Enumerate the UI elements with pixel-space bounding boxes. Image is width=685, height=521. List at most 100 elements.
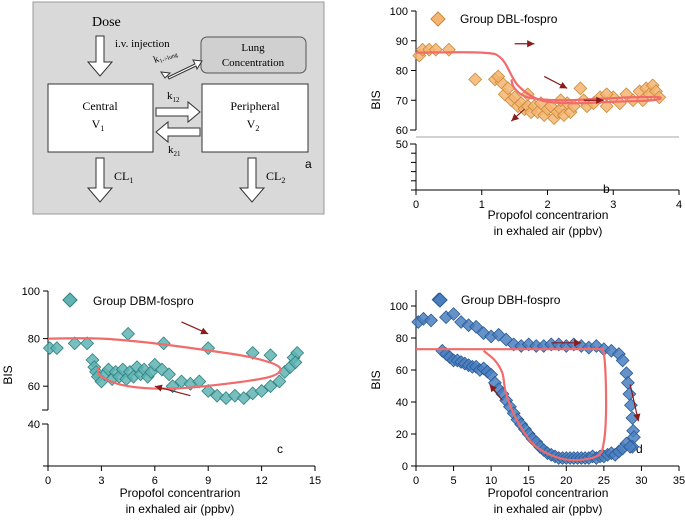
cl2-label: CL2 bbox=[266, 169, 285, 185]
panel-b-legend: Group DBL-fospro bbox=[460, 12, 558, 26]
panel-d-xtick-label: 25 bbox=[598, 475, 610, 487]
panel-c-xtick-label: 9 bbox=[205, 475, 211, 487]
panel-c-point bbox=[290, 345, 305, 360]
iv-injection-label: i.v. injection bbox=[115, 38, 170, 50]
panel-c-ylabel: BIS bbox=[1, 365, 15, 384]
k12-label: k12 bbox=[167, 90, 180, 104]
panel-b-lower-yticks: 01020304050 bbox=[396, 139, 416, 191]
panel-a-letter: a bbox=[305, 157, 312, 171]
panel-b-point bbox=[468, 72, 483, 87]
panel-d-point bbox=[544, 337, 559, 352]
panel-c-point bbox=[49, 341, 64, 356]
panel-b-point bbox=[501, 81, 515, 96]
panel-b-ytick-label: 60 bbox=[396, 125, 408, 137]
panel-d-ytick-label: 0 bbox=[402, 461, 408, 473]
panel-b-ytick-label: 80 bbox=[396, 66, 408, 78]
cl1-arrow-icon bbox=[86, 157, 114, 203]
panel-b-point bbox=[441, 42, 456, 57]
panel-b-ytick-label: 100 bbox=[390, 6, 408, 18]
panel-b-xtick-label: 1 bbox=[479, 199, 485, 211]
panel-c-letter: c bbox=[277, 442, 283, 456]
panel-d-ytick-label: 80 bbox=[396, 333, 408, 345]
panel-c-ytick-label: 60 bbox=[28, 381, 40, 393]
panel-c-point bbox=[236, 391, 251, 406]
panel-c-arrows bbox=[154, 321, 209, 397]
panel-b-point bbox=[573, 81, 588, 96]
panel-c-xtick-label: 0 bbox=[45, 475, 51, 487]
panel-c-point bbox=[201, 384, 216, 398]
panel-b-ytick-label: 50 bbox=[396, 139, 408, 151]
panel-c-xticks: 0 3 6 9 12 15 bbox=[45, 466, 321, 487]
panel-d-direction-arrow bbox=[489, 384, 503, 401]
panel-b-point bbox=[612, 96, 627, 111]
peripheral-name: Peripheral bbox=[230, 99, 280, 113]
k21-arrow-icon bbox=[155, 120, 201, 144]
panel-d-ylabel: BIS bbox=[369, 370, 383, 389]
lung-label-line2: Concentration bbox=[222, 57, 285, 69]
panel-b-xtick-label: 4 bbox=[676, 199, 682, 211]
panel-c-upper-yticks: 60 80 100 bbox=[22, 286, 48, 393]
panel-d-chart: d 0 20 40 60 80 100 0 5 10 15 20 25 30 35 Group DBH-… bbox=[369, 290, 685, 516]
panel-d-xtick-label: 5 bbox=[451, 475, 457, 487]
panel-b-fit-curve bbox=[415, 51, 662, 105]
panel-c-point bbox=[162, 367, 176, 382]
panel-d-arrows bbox=[489, 339, 641, 422]
panel-d-xtick-label: 35 bbox=[673, 475, 685, 487]
panel-b-upper-yticks: 60 70 80 90 100 bbox=[390, 6, 416, 137]
panel-c-xlabel-line2: in exhaled air (ppbv) bbox=[126, 502, 235, 516]
panel-c-xtick-label: 12 bbox=[255, 475, 267, 487]
panel-d-legend-marker bbox=[432, 292, 448, 308]
panel-b-xtick-label: 2 bbox=[544, 199, 550, 211]
dose-arrow-icon bbox=[86, 35, 114, 77]
k21-label: k21 bbox=[168, 144, 181, 158]
panel-c-point bbox=[254, 384, 269, 398]
panel-c-point bbox=[201, 341, 216, 356]
lung-exchange-arrow-icon bbox=[167, 59, 203, 80]
panel-c-points bbox=[42, 326, 305, 406]
panel-b-xtick-label: 0 bbox=[413, 199, 419, 211]
panel-c-xtick-label: 15 bbox=[309, 475, 321, 487]
panel-c-ytick-label: 40 bbox=[28, 419, 40, 431]
panel-d-point bbox=[620, 375, 635, 390]
panel-d-xlabel-line2: in exhaled air (ppbv) bbox=[494, 502, 603, 516]
panel-c-ytick-label: 80 bbox=[28, 334, 40, 346]
panel-d-ytick-label: 60 bbox=[396, 365, 408, 377]
panel-c-ytick-label: 100 bbox=[22, 286, 40, 298]
panel-d-ytick-label: 20 bbox=[396, 429, 408, 441]
panel-c-xtick-label: 6 bbox=[152, 475, 158, 487]
panel-c-point bbox=[80, 336, 95, 351]
panel-c-legend-marker bbox=[62, 292, 78, 308]
panel-b-arrows bbox=[510, 40, 604, 122]
panel-c-xlabel-line1: Propofol concentrarion bbox=[120, 486, 241, 500]
panel-c-point bbox=[121, 326, 136, 341]
panel-c-point bbox=[288, 355, 303, 370]
panel-b-xlabel-line1: Propofol concentrarion bbox=[488, 208, 609, 222]
cl1-label: CL1 bbox=[114, 169, 133, 185]
panel-d-xtick-label: 15 bbox=[523, 475, 535, 487]
panel-d-point bbox=[469, 319, 484, 334]
panel-d-point bbox=[619, 366, 634, 381]
panel-c-point bbox=[67, 336, 82, 351]
panel-d-point bbox=[626, 430, 641, 445]
k12-arrow-icon bbox=[155, 100, 201, 124]
panel-a-diagram: Dose i.v. injection Lung Concentration k… bbox=[32, 1, 325, 215]
panel-c-xtick-label: 3 bbox=[98, 475, 104, 487]
panel-b-xlabel-line2: in exhaled air (ppbv) bbox=[494, 224, 603, 238]
panel-c-point bbox=[263, 348, 278, 363]
panel-b-letter: b bbox=[603, 182, 610, 196]
panel-d-point bbox=[446, 307, 461, 321]
panel-c-legend: Group DBM-fospro bbox=[93, 294, 194, 308]
panel-d-fit-curve bbox=[416, 347, 608, 462]
panel-c-fit-curve bbox=[47, 337, 282, 390]
panel-d-xtick-label: 0 bbox=[413, 475, 419, 487]
lung-label-line1: Lung bbox=[241, 42, 265, 54]
panel-d-point bbox=[623, 439, 638, 454]
panel-d-point bbox=[424, 313, 438, 328]
panel-b-xtick-label: 3 bbox=[610, 199, 616, 211]
panel-c-lower-yticks: 040 bbox=[28, 419, 48, 467]
panel-d-xtick-label: 20 bbox=[560, 475, 572, 487]
panel-d-letter: d bbox=[636, 442, 643, 456]
panel-c-point bbox=[42, 341, 57, 356]
